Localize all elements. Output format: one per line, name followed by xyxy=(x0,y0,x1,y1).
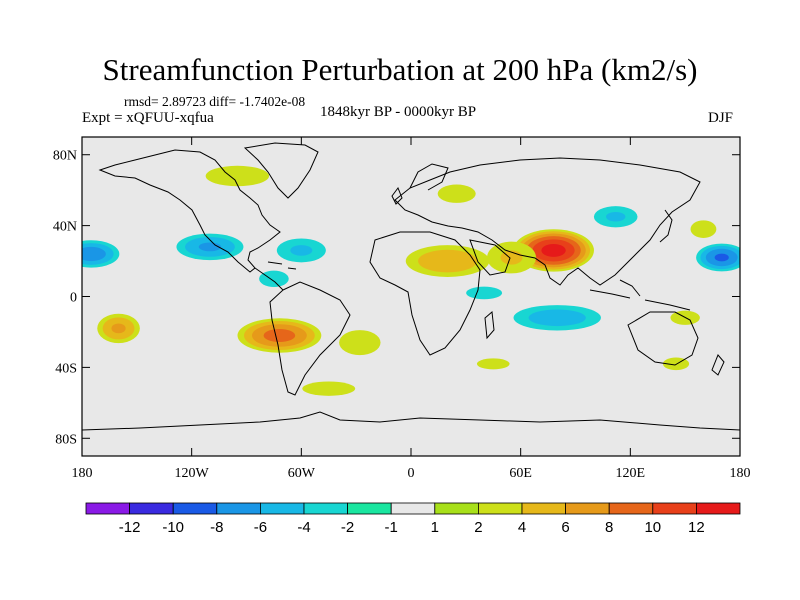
coastline-australia xyxy=(627,311,699,366)
colorbar-label: 6 xyxy=(561,519,569,536)
x-tick-label: 60E xyxy=(509,466,532,481)
coastline-greenland xyxy=(243,142,319,199)
y-tick-label: 80N xyxy=(53,149,77,164)
coastline-new-zealand xyxy=(711,354,725,376)
field-anomaly-18-level xyxy=(606,212,626,222)
field-anomaly-8-level xyxy=(205,165,270,187)
colorbar-swatch xyxy=(565,502,610,515)
colorbar-swatch xyxy=(477,502,523,515)
contour-field xyxy=(82,137,740,456)
colorbar-label: 8 xyxy=(605,519,613,536)
colorbar-swatch xyxy=(303,502,348,515)
colorbar-label: -12 xyxy=(119,519,141,536)
colorbar-swatch xyxy=(129,502,174,515)
rmsd-diff-label: rmsd= 2.89723 diff= -1.7402e-08 xyxy=(124,94,306,109)
field-anomaly-0-level xyxy=(541,244,566,257)
field-anomaly-7-level xyxy=(437,184,476,203)
colorbar-label: -1 xyxy=(385,519,398,536)
colorbar-label: 2 xyxy=(474,519,482,536)
x-tick-label: 180 xyxy=(72,466,93,481)
field-anomaly-14-level xyxy=(714,253,729,262)
colorbar-swatch xyxy=(608,502,654,515)
coastline-south-america xyxy=(269,281,351,396)
coastline-arabia xyxy=(469,239,511,276)
coastline-madagascar xyxy=(484,311,495,340)
field-anomaly-23-level xyxy=(466,286,503,300)
colorbar-swatch xyxy=(85,502,130,515)
colorbar-swatch xyxy=(390,502,436,515)
colorbar-label: 1 xyxy=(431,519,439,536)
axes: 180 120W 60W 0 60E 120E 180 80N 40N 0 40S 80S xyxy=(53,137,751,481)
colorbar-swatch xyxy=(652,502,697,515)
x-tick-label: 60W xyxy=(288,466,316,481)
colorbar: -12 -10 -8 -6 -4 -2 -1 1 2 4 6 8 10 12 xyxy=(85,502,741,536)
colorbar-swatch xyxy=(259,502,305,515)
colorbar-label: -6 xyxy=(254,519,267,536)
colorbar-label: -4 xyxy=(297,519,310,536)
x-tick-label: 120W xyxy=(175,466,210,481)
colorbar-label: 10 xyxy=(644,519,661,536)
colorbar-swatch xyxy=(172,502,218,515)
coastline-eurasia xyxy=(394,157,701,286)
y-tick-label: 0 xyxy=(70,291,77,306)
field-anomaly-16-level xyxy=(290,245,313,256)
y-tick-label: 40S xyxy=(55,361,77,376)
coastline-british-isles xyxy=(391,186,403,205)
field-anomaly-19-level xyxy=(259,270,289,287)
field-anomaly-4-level xyxy=(111,323,126,334)
field-anomaly-15-level xyxy=(198,242,222,252)
colorbar-label: -10 xyxy=(162,519,184,536)
coastline-antarctica xyxy=(82,411,740,431)
coastline-scandinavia xyxy=(409,163,449,191)
period-label: 1848kyr BP - 0000kyr BP xyxy=(320,104,477,120)
colorbar-label: -2 xyxy=(341,519,354,536)
colorbar-swatch xyxy=(216,502,261,515)
coastline-maritime-asia xyxy=(589,279,691,311)
field-anomaly-17-level xyxy=(528,309,586,327)
chart-title: Streamfunction Perturbation at 200 hPa (… xyxy=(102,52,698,87)
colorbar-swatch xyxy=(347,502,392,515)
coastline-africa xyxy=(369,231,481,356)
y-tick-label: 40N xyxy=(53,220,77,235)
colorbar-swatch xyxy=(521,502,566,515)
x-tick-label: 120E xyxy=(616,466,646,481)
experiment-label: Expt = xQFUU-xqfua xyxy=(82,110,214,126)
field-anomaly-10-level xyxy=(476,358,510,370)
y-tick-label: 80S xyxy=(55,432,77,447)
colorbar-swatch xyxy=(434,502,479,515)
season-label: DJF xyxy=(708,110,734,126)
x-tick-label: 180 xyxy=(730,466,751,481)
coastlines xyxy=(82,142,740,431)
x-tick-label: 0 xyxy=(408,466,415,481)
field-anomaly-6-level xyxy=(690,220,717,238)
coastline-central-america xyxy=(254,267,284,291)
coastline-caribbean xyxy=(267,261,297,270)
field-anomaly-13-level xyxy=(82,246,106,262)
colorbar-label: 12 xyxy=(688,519,705,536)
field-background xyxy=(82,137,740,456)
field-anomaly-9-level xyxy=(302,381,356,396)
field-anomaly-5-level xyxy=(339,330,381,356)
field-anomaly-1-level xyxy=(418,249,478,273)
coastline-japan xyxy=(659,209,673,243)
field-anomaly-3-level xyxy=(263,328,296,342)
colorbar-label: -8 xyxy=(210,519,223,536)
coastline-north-america xyxy=(98,149,281,273)
colorbar-label: 4 xyxy=(518,519,526,536)
colorbar-swatch xyxy=(696,502,741,515)
